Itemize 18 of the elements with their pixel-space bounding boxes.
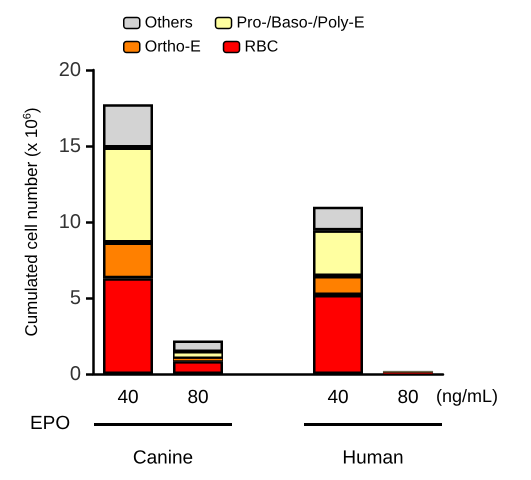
x-tick-label: 40 bbox=[327, 387, 349, 408]
y-tick-label: 0 bbox=[70, 363, 81, 385]
y-axis-title: Cumulated cell number (x 106) bbox=[22, 107, 41, 337]
x-tick-label: 80 bbox=[397, 387, 419, 408]
x-tick-label: 40 bbox=[117, 387, 139, 408]
x-tick-label: 80 bbox=[187, 387, 209, 408]
text: EPO bbox=[30, 413, 70, 434]
text: (ng/mL) bbox=[436, 386, 498, 406]
legend-label: Ortho-E bbox=[144, 38, 201, 56]
legend-label: Pro-/Baso-/Poly-E bbox=[236, 14, 365, 32]
legend-label: RBC bbox=[244, 38, 278, 56]
y-tick-label: 20 bbox=[58, 59, 81, 81]
y-tick-label: 10 bbox=[58, 211, 81, 233]
y-tick-label: 5 bbox=[70, 287, 81, 309]
text: Canine bbox=[132, 448, 194, 468]
text: Human bbox=[342, 448, 404, 468]
legend-label: Others bbox=[144, 14, 193, 32]
y-tick-label: 15 bbox=[58, 135, 81, 157]
